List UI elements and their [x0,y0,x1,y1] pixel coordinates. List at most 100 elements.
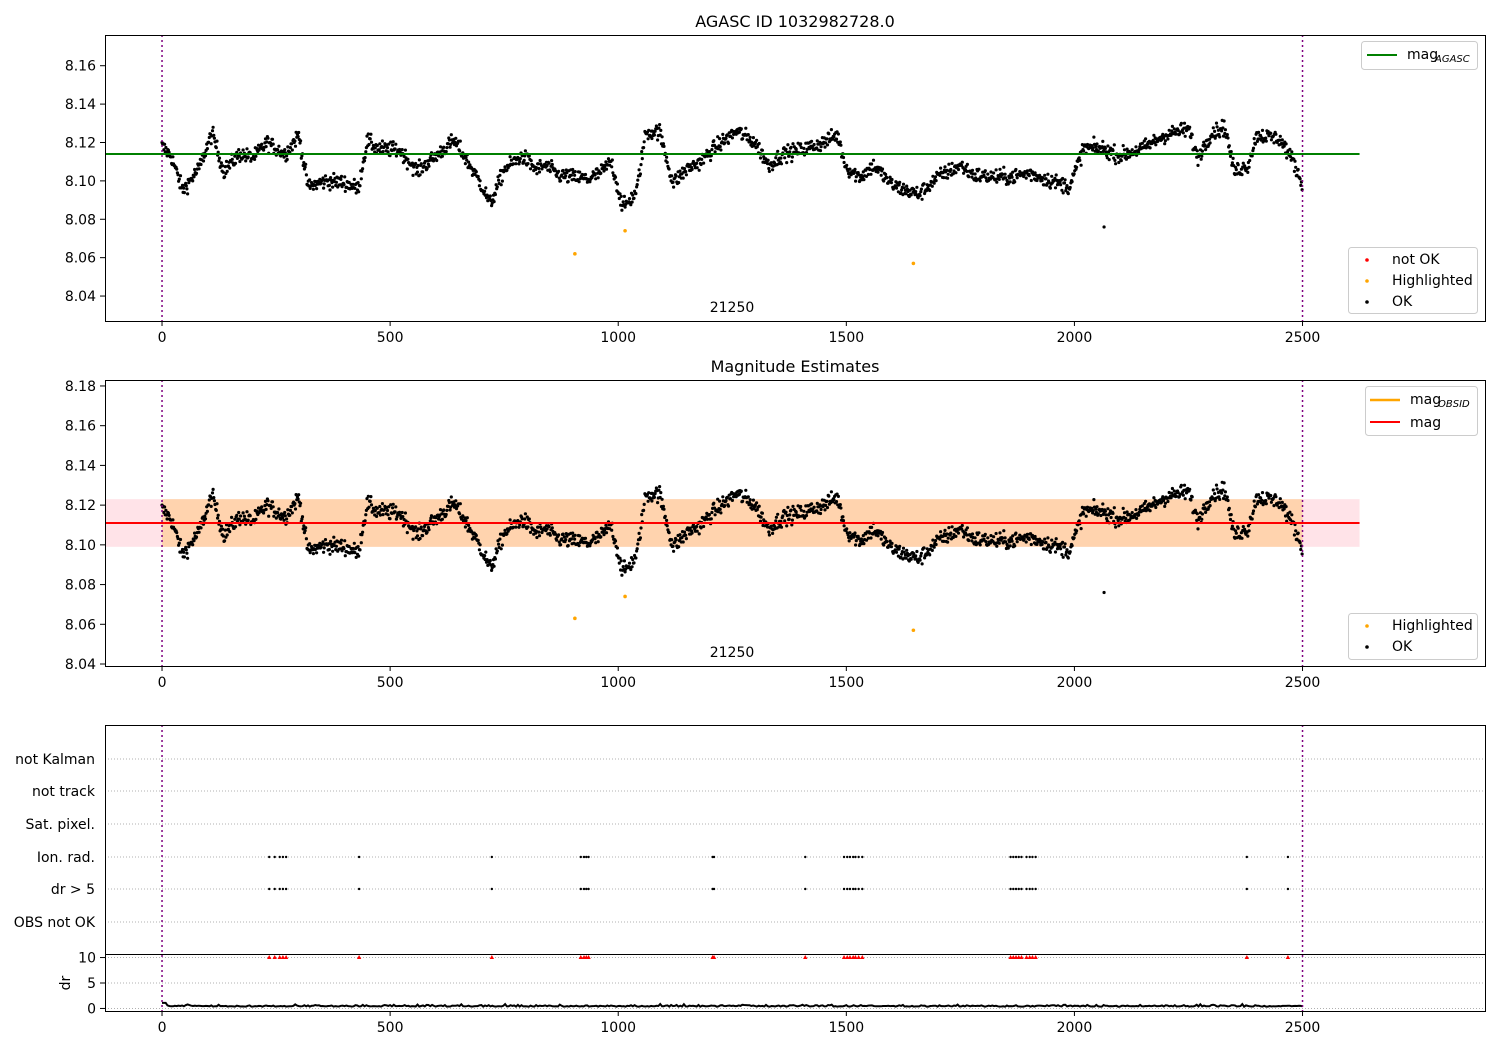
estimates-ok-point-1769 [1290,513,1294,517]
estimates-ok-point-634 [565,534,569,538]
agasc-ok-point-1602 [1183,134,1187,138]
agasc-ok-point-1659 [1220,129,1224,133]
ion-rad-marker-23 [1014,855,1018,859]
agasc-ok-point-1229 [945,168,949,172]
estimates-ok-point-1103 [864,538,869,542]
agasc-ok-point-1085 [853,167,857,171]
agasc-ok-point-95 [221,164,225,168]
ion-rad-marker-13 [804,855,807,859]
estimates-ok-point-397 [414,525,418,529]
agasc-ok-point-875 [719,148,723,152]
estimates-ok-point-1737 [1269,500,1273,504]
estimates-ok-point-1782 [1298,541,1302,545]
estimates-ok-point-1189 [919,551,924,555]
dr5-marker-6 [490,887,494,891]
agasc-ok-point-569 [523,149,528,153]
agasc-panel-title: AGASC ID 1032982728.0 [695,12,895,31]
agasc-ytick-label-8.12: 8.12 [65,135,96,151]
agasc-ok-point-678 [593,173,597,177]
estimates-ok-point-1525 [1134,508,1138,512]
estimates-ok-point-977 [784,510,788,514]
legend-ok-swatch-2 [1365,645,1369,649]
agasc-ok-point-90 [217,156,222,160]
agasc-ok-point-1197 [924,189,929,193]
flags-xtick-label-1000: 1000 [600,1020,636,1036]
agasc-ok-point-1502 [1119,159,1123,163]
estimates-ok-point-1135 [885,540,889,544]
estimates-ok-point-208 [293,502,297,506]
estimates-ok-point-1707 [1250,517,1254,521]
estimates-ok-point-1736 [1269,494,1273,498]
estimates-ok-point-1063 [839,506,843,510]
agasc-ok-point-774 [654,124,659,128]
agasc-ok-point-874 [718,145,722,149]
agasc-ok-point-1387 [1046,172,1050,176]
estimates-ytick-label-8.06: 8.06 [65,617,96,633]
agasc-ok-point-1243 [954,171,958,175]
estimates-ok-point-1086 [854,543,858,547]
magnitude-estimates-legend-top: mag OBSID mag [1365,386,1478,436]
estimates-ok-point-706 [611,534,615,539]
agasc-ok-point-25 [176,173,180,177]
agasc-ok-point-1247 [956,167,961,172]
agasc-ok-point-397 [414,161,418,166]
agasc-ok-point-1207 [931,174,935,178]
estimates-ok-point-1052 [832,498,836,502]
agasc-ok-point-516 [490,204,494,208]
agasc-ok-point-592 [538,158,542,163]
agasc-ok-point-1400 [1054,173,1058,177]
estimates-ok-point-445 [444,512,448,517]
agasc-ok-point-647 [573,170,577,174]
agasc-ok-point-940 [760,148,765,152]
estimates-ok-point-474 [463,516,467,520]
estimates-ok-point-710 [613,539,618,543]
agasc-ok-point-986 [790,160,794,164]
agasc-ok-point-1391 [1048,186,1052,190]
estimates-ok-point-93 [219,524,223,528]
estimates-ok-point-1478 [1104,513,1108,517]
estimates-ok-point-466 [458,512,462,516]
agasc-ok-point-527 [497,178,501,182]
agasc-ok-point-173 [270,137,275,141]
estimates-ok-point-312 [359,541,363,545]
ion-rad-marker-5 [357,855,361,859]
estimates-ok-point-357 [388,517,392,521]
agasc-ok-point-27 [177,177,181,181]
estimates-ok-point-1664 [1223,494,1227,498]
agasc-ok-point-1114 [871,158,876,162]
estimates-ok-point-293 [347,544,351,549]
estimates-ok-point-1535 [1140,504,1144,508]
ion-rad-marker-2 [278,855,281,859]
dr5-marker-18 [854,887,857,891]
agasc-ok-point-699 [606,157,611,161]
agasc-ok-point-706 [611,171,615,175]
estimates-ok-point-1287 [982,537,986,541]
agasc-ok-point-96 [221,170,225,174]
agasc-ok-point-1224 [942,176,946,180]
estimates-ok-point-514 [488,558,492,563]
agasc-ok-point-310 [358,184,362,188]
agasc-ok-point-1425 [1070,180,1074,184]
dr-axis-label: dr [58,975,74,990]
estimates-ok-point-935 [757,504,761,508]
estimates-ok-point-914 [744,488,748,492]
estimates-ok-point-633 [564,532,568,536]
estimates-ok-point-1355 [1025,532,1029,537]
estimates-ok-point-204 [290,511,294,515]
agasc-ok-point-61 [199,162,203,167]
estimates-ok-point-127 [241,511,245,515]
dr5-marker-3 [281,887,285,891]
dr5-marker-5 [357,887,361,891]
estimates-ok-point-616 [553,532,558,536]
estimates-ok-point-1691 [1240,536,1244,540]
estimates-ok-point-1729 [1264,502,1268,506]
agasc-ok-point-342 [378,150,383,154]
estimates-ok-point-1281 [978,543,982,547]
estimates-ok-point-1269 [970,532,975,536]
agasc-ok-point-918 [746,133,750,137]
agasc-ok-point-1529 [1137,150,1141,154]
estimates-ok-point-328 [369,503,374,507]
estimates-ok-point-586 [534,529,538,533]
agasc-ok-point-1379 [1041,176,1045,180]
estimates-ok-point-1700 [1246,534,1250,538]
